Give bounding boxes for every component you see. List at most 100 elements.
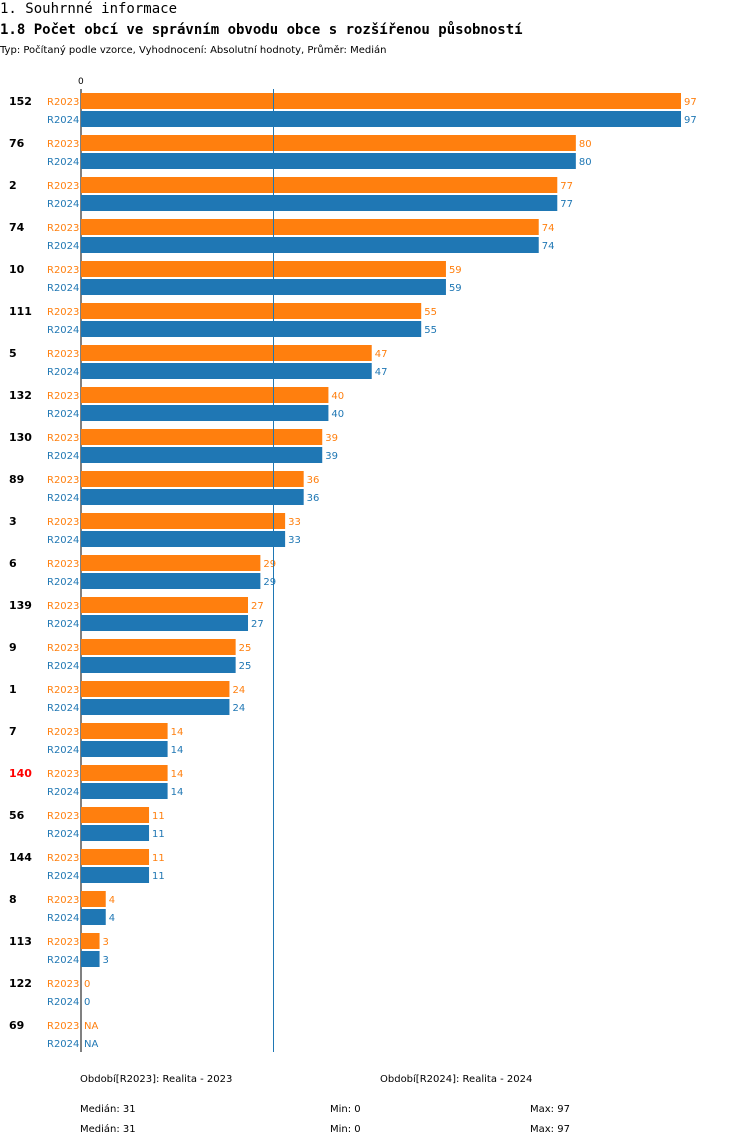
bar (81, 783, 168, 799)
bar (81, 471, 304, 487)
bar (81, 933, 100, 949)
chart-title: 1.8 Počet obcí ve správním obvodu obce s… (0, 22, 523, 38)
data-label: 0 (84, 979, 90, 990)
series-label: R2023 (47, 895, 79, 906)
data-label: 11 (152, 853, 165, 864)
category-label: 5 (9, 347, 17, 360)
category-label: 74 (9, 221, 25, 234)
series-label: R2023 (47, 811, 79, 822)
data-label: 4 (109, 895, 115, 906)
category-label: 7 (9, 725, 17, 738)
category-label: 130 (9, 431, 32, 444)
bar (81, 573, 261, 589)
bar (81, 303, 422, 319)
series-label: R2024 (47, 451, 79, 462)
series-label: R2023 (47, 517, 79, 528)
category-label: 113 (9, 935, 32, 948)
series-label: R2023 (47, 265, 79, 276)
category-label: 10 (9, 263, 25, 276)
data-label: 36 (307, 475, 320, 486)
category-label: 111 (9, 305, 32, 318)
data-label: 4 (109, 913, 115, 924)
series-label: R2024 (47, 661, 79, 672)
bar (81, 279, 446, 295)
data-label: 39 (325, 451, 338, 462)
bar (81, 195, 558, 211)
bar (81, 741, 168, 757)
data-label: 25 (239, 661, 252, 672)
data-label: 11 (152, 829, 165, 840)
category-label: 144 (9, 851, 32, 864)
bar (81, 237, 539, 253)
chart-subtitle: Typ: Počítaný podle vzorce, Vyhodnocení:… (0, 45, 387, 56)
series-label: R2024 (47, 367, 79, 378)
series-label: R2024 (47, 493, 79, 504)
series-label: R2023 (47, 643, 79, 654)
series-label: R2023 (47, 307, 79, 318)
bar (81, 363, 372, 379)
stat-min-r2024: Min: 0 (330, 1124, 361, 1135)
category-label: 69 (9, 1019, 24, 1032)
data-label: 59 (449, 283, 462, 294)
bar (81, 111, 681, 127)
bar (81, 657, 236, 673)
data-label: 47 (375, 349, 388, 360)
series-label: R2023 (47, 181, 79, 192)
series-label: R2023 (47, 937, 79, 948)
data-label: 80 (579, 157, 592, 168)
data-label: 74 (542, 223, 555, 234)
stat-max-r2024: Max: 97 (530, 1124, 570, 1135)
series-label: R2024 (47, 745, 79, 756)
bar (81, 153, 576, 169)
bar (81, 93, 681, 109)
data-label: 40 (331, 409, 344, 420)
legend-r2024: Období[R2024]: Realita - 2024 (380, 1074, 533, 1085)
series-label: R2023 (47, 979, 79, 990)
bar (81, 531, 286, 547)
category-label: 152 (9, 95, 32, 108)
data-label: 39 (325, 433, 338, 444)
series-label: R2023 (47, 349, 79, 360)
bar (81, 177, 558, 193)
bar (81, 807, 150, 823)
series-label: R2023 (47, 223, 79, 234)
series-label: R2024 (47, 577, 79, 588)
stat-median-r2024: Medián: 31 (80, 1124, 136, 1135)
data-label: 14 (171, 745, 184, 756)
series-label: R2023 (47, 853, 79, 864)
bar (81, 849, 150, 865)
category-label: 140 (9, 767, 32, 780)
data-label: NA (84, 1039, 98, 1050)
data-label: 3 (103, 955, 109, 966)
bar (81, 639, 236, 655)
data-label: 33 (288, 517, 301, 528)
series-label: R2024 (47, 409, 79, 420)
bar (81, 909, 106, 925)
category-label: 139 (9, 599, 32, 612)
legend-r2023: Období[R2023]: Realita - 2023 (80, 1074, 233, 1085)
series-label: R2024 (47, 157, 79, 168)
series-label: R2024 (47, 115, 79, 126)
series-label: R2024 (47, 241, 79, 252)
data-label: 55 (424, 307, 437, 318)
category-label: 122 (9, 977, 32, 990)
data-label: 14 (171, 769, 184, 780)
series-label: R2024 (47, 1039, 79, 1050)
data-label: 47 (375, 367, 388, 378)
stat-max-r2023: Max: 97 (530, 1104, 570, 1115)
category-label: 56 (9, 809, 25, 822)
data-label: 24 (232, 685, 245, 696)
series-label: R2023 (47, 685, 79, 696)
series-label: R2023 (47, 391, 79, 402)
data-label: 74 (542, 241, 555, 252)
data-label: 33 (288, 535, 301, 546)
data-label: 29 (263, 577, 276, 588)
bar (81, 825, 150, 841)
bar (81, 513, 286, 529)
data-label: 97 (684, 97, 697, 108)
data-label: 27 (251, 619, 264, 630)
series-label: R2023 (47, 769, 79, 780)
bar (81, 447, 323, 463)
data-label: 59 (449, 265, 462, 276)
category-label: 6 (9, 557, 17, 570)
